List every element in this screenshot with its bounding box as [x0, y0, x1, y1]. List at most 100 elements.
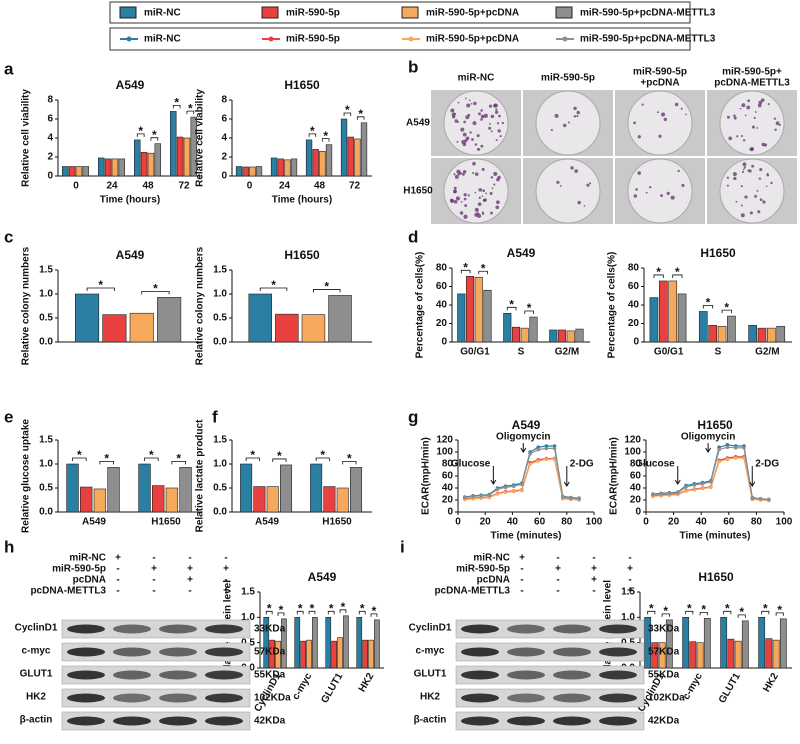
bar — [557, 329, 567, 343]
series-marker — [471, 494, 475, 499]
chart-title: A549 — [116, 78, 145, 92]
bar — [281, 618, 287, 669]
series-marker — [692, 483, 697, 487]
panel-letter: d — [408, 227, 418, 246]
colony — [680, 107, 683, 110]
significance-star: * — [372, 604, 377, 618]
bar — [62, 166, 69, 177]
blot-band — [113, 670, 151, 680]
treatment-sign: + — [627, 564, 633, 575]
significance-bracket — [315, 457, 330, 461]
colony — [633, 194, 638, 198]
colony — [454, 174, 459, 179]
blot-band — [461, 624, 499, 634]
protein-label: CyclinD1 — [409, 623, 452, 634]
column-label: miR-NC — [458, 73, 495, 84]
series-marker — [495, 487, 500, 492]
bar — [157, 297, 182, 343]
bar — [118, 158, 126, 177]
significance-star: * — [763, 602, 768, 616]
bar — [734, 640, 742, 669]
y-tick-label: 80 — [630, 459, 642, 470]
y-tick-label: 0 — [633, 337, 639, 348]
colony — [480, 114, 485, 119]
x-tick-label: 80 — [561, 517, 573, 528]
colony — [748, 169, 752, 173]
blot-strip — [61, 665, 251, 685]
colony — [740, 134, 744, 138]
colony — [474, 143, 478, 146]
blot-strip — [61, 688, 251, 708]
colony — [742, 139, 746, 142]
colony — [493, 183, 496, 186]
colony — [746, 105, 751, 110]
colony — [756, 127, 759, 129]
colony — [483, 198, 487, 202]
x-tick-label: 100 — [776, 517, 793, 528]
colony — [455, 196, 460, 201]
y-tick-label: 1.0 — [39, 289, 53, 300]
x-tick-label: 0 — [643, 517, 649, 528]
colony — [751, 125, 755, 129]
blot-band — [159, 693, 197, 703]
colony — [476, 134, 480, 138]
bar — [305, 139, 313, 177]
plate — [719, 90, 785, 156]
colony — [498, 114, 501, 118]
y-tick-label: 60 — [436, 281, 448, 292]
colony — [757, 210, 761, 214]
bar — [349, 467, 363, 513]
colony — [466, 103, 471, 108]
series-marker — [750, 496, 755, 501]
x-tick-label: HK2 — [761, 671, 781, 694]
colony — [674, 102, 679, 107]
significance-bracket — [321, 138, 330, 142]
x-tick-label: 40 — [507, 517, 519, 528]
bar — [529, 316, 538, 343]
bar — [658, 280, 668, 343]
x-tick-label: c-myc — [290, 671, 314, 702]
bar — [310, 463, 323, 513]
colony — [656, 111, 659, 114]
colony — [586, 183, 590, 187]
y-tick-label: 0.0 — [39, 337, 53, 348]
bar — [767, 327, 776, 343]
line-legend-box — [109, 27, 691, 51]
y-axis-label: Relative colony numbers — [21, 246, 32, 365]
blot-band — [461, 693, 499, 703]
plate — [627, 90, 693, 156]
treatment-sign: - — [152, 575, 155, 586]
y-axis-label: ECAR(mpH/min) — [609, 437, 620, 515]
bar — [347, 136, 354, 177]
y-tick-label: 8 — [47, 95, 53, 106]
colony — [453, 186, 457, 190]
colony — [744, 114, 747, 117]
legend-label: miR-590-5p+pcDNA-METTL3 — [580, 8, 716, 19]
blot-band — [159, 624, 197, 634]
bar — [66, 463, 79, 513]
x-tick-label: 0 — [247, 181, 253, 192]
x-tick-label: G2/M — [555, 347, 579, 358]
significance-bracket — [72, 457, 87, 461]
blot-band — [159, 716, 197, 726]
colony — [741, 103, 746, 108]
y-tick-label: 100 — [624, 447, 641, 458]
chart-title: H1650 — [698, 570, 734, 584]
significance-bracket — [86, 287, 115, 291]
protein-label: HK2 — [420, 692, 440, 703]
significance-star: * — [360, 602, 365, 616]
colony — [726, 115, 730, 119]
significance-bracket — [308, 133, 317, 137]
bar — [277, 158, 284, 177]
treatment-label: miR-590-5p — [52, 564, 106, 575]
colony — [765, 185, 768, 188]
legend-marker — [126, 36, 132, 42]
treatment-label: pcDNA — [73, 575, 106, 586]
x-tick-label: G0/G1 — [460, 347, 490, 358]
colony — [645, 191, 648, 194]
significance-bracket — [99, 460, 114, 465]
x-tick-label: A549 — [255, 517, 279, 528]
colony — [495, 108, 498, 111]
bar — [325, 144, 333, 177]
